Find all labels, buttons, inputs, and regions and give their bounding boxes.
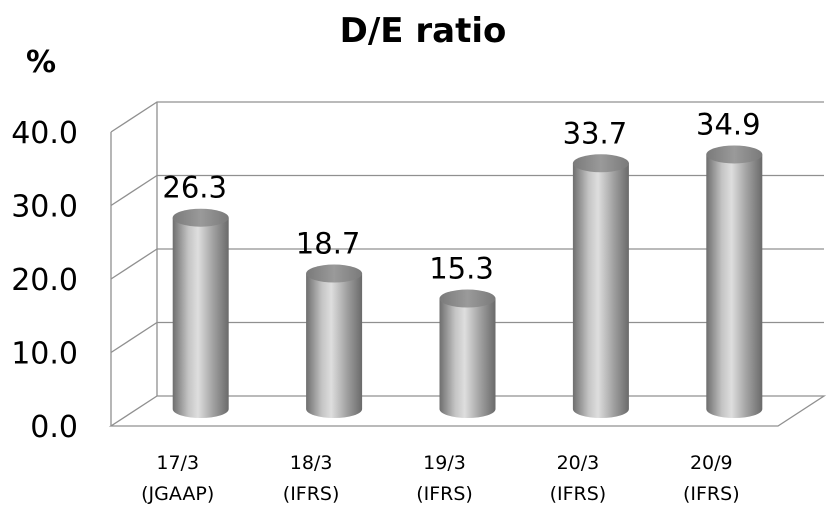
bar xyxy=(706,145,763,419)
x-tick-sublabel: (IFRS) xyxy=(416,483,473,505)
bar-cap xyxy=(172,208,229,227)
bar-body xyxy=(172,217,229,419)
y-tick-label: 0.0 xyxy=(30,410,78,445)
bar-body xyxy=(572,163,629,419)
grid-lines xyxy=(108,101,827,427)
gridline xyxy=(110,101,824,133)
floor xyxy=(108,395,827,427)
x-tick-label: 20/3 xyxy=(557,452,600,474)
bar-cap xyxy=(439,289,496,308)
x-tick-label: 18/3 xyxy=(290,452,333,474)
bar xyxy=(572,154,629,419)
bar xyxy=(439,289,496,419)
bars xyxy=(172,145,763,419)
bar-body xyxy=(306,273,363,419)
x-tick-sublabel: (JGAAP) xyxy=(141,483,214,505)
y-tick-label: 20.0 xyxy=(11,263,78,298)
x-tick-label: 20/9 xyxy=(690,452,733,474)
bar xyxy=(172,208,229,419)
y-tick-label: 30.0 xyxy=(11,190,78,225)
bar-body xyxy=(706,154,763,419)
x-tick-sublabel: (IFRS) xyxy=(283,483,340,505)
bar-cap xyxy=(706,145,763,164)
y-tick-label: 10.0 xyxy=(11,337,78,372)
x-tick-sublabel: (IFRS) xyxy=(683,483,740,505)
chart-title: D/E ratio xyxy=(340,11,507,51)
data-labels: 26.3 18.7 15.3 33.7 34.9 xyxy=(162,107,760,285)
y-axis-ticks: 0.0 10.0 20.0 30.0 40.0 xyxy=(11,116,78,445)
bar-cap xyxy=(306,264,363,283)
data-label: 26.3 xyxy=(162,171,227,205)
data-label: 33.7 xyxy=(563,116,628,150)
bar xyxy=(306,264,363,419)
x-axis-ticks: 17/3 (JGAAP) 18/3 (IFRS) 19/3 (IFRS) 20/3 (IFRS… xyxy=(141,452,739,505)
y-tick-label: 40.0 xyxy=(11,116,78,151)
data-label: 34.9 xyxy=(696,107,761,141)
data-label: 15.3 xyxy=(429,252,494,286)
x-tick-label: 19/3 xyxy=(423,452,466,474)
data-label: 18.7 xyxy=(296,227,361,261)
bar-cap xyxy=(572,154,629,173)
bar-body xyxy=(439,298,496,419)
y-unit-label: % xyxy=(26,45,56,80)
x-tick-label: 17/3 xyxy=(156,452,199,474)
x-tick-sublabel: (IFRS) xyxy=(550,483,607,505)
